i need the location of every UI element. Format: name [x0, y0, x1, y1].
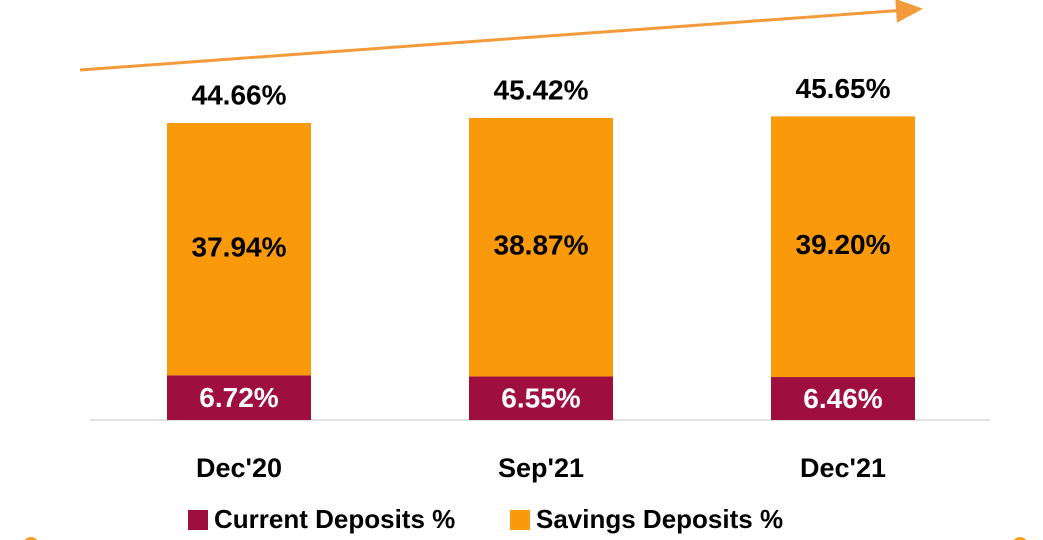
bar-segment — [167, 123, 311, 376]
total-label: 44.66% — [192, 79, 287, 110]
decor-dot — [24, 537, 38, 540]
bar-segment — [771, 116, 915, 378]
bar-segment — [167, 375, 311, 420]
trend-arrow — [79, 0, 923, 72]
bar-label: 38.87% — [494, 230, 589, 261]
total-label: 45.42% — [494, 74, 589, 105]
decor-dot — [1013, 537, 1027, 540]
bar-segment — [469, 376, 613, 420]
legend-swatch — [188, 510, 208, 530]
legend-label: Current Deposits % — [214, 504, 455, 534]
bar-label: 6.72% — [199, 382, 278, 413]
bar-label: 39.20% — [796, 229, 891, 260]
x-tick-label: Sep'21 — [498, 453, 584, 483]
legend-swatch — [510, 510, 530, 530]
bar-label: 6.55% — [501, 383, 580, 414]
x-tick-label: Dec'20 — [196, 453, 282, 483]
bar-label: 37.94% — [192, 232, 287, 263]
bar-segment — [469, 117, 613, 377]
legend-label: Savings Deposits % — [536, 504, 783, 534]
x-tick-label: Dec'21 — [800, 453, 886, 483]
bar-segment — [771, 377, 915, 420]
total-label: 45.65% — [796, 73, 891, 104]
bar-label: 6.46% — [803, 383, 882, 414]
